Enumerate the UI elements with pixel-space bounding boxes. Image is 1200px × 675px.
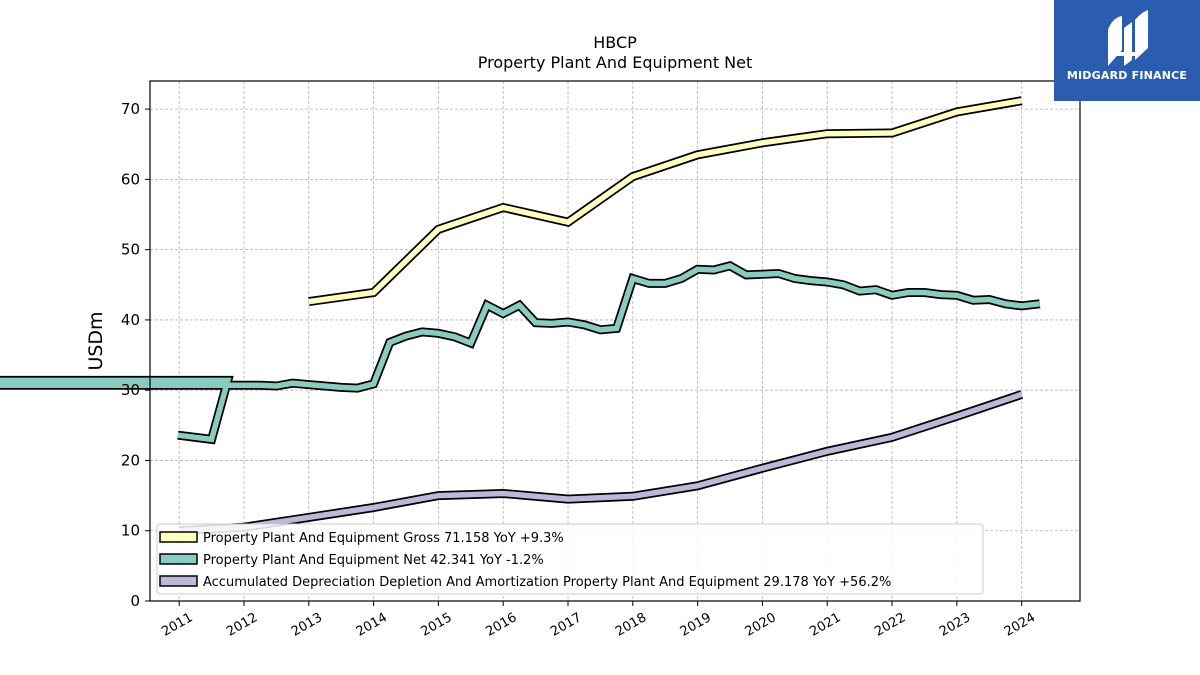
brand-name: MIDGARD FINANCE <box>1066 69 1188 82</box>
x-tick-label: 2021 <box>807 610 843 640</box>
legend-swatch <box>159 575 198 587</box>
series-line-outline <box>308 96 1023 307</box>
legend-swatch <box>159 531 198 543</box>
legend-box <box>156 523 984 595</box>
brand-logo: MIDGARD FINANCE <box>1054 0 1200 101</box>
y-axis-label: USDm <box>85 311 107 370</box>
legend-entry-label: Accumulated Depreciation Depletion And A… <box>203 575 891 590</box>
series-line <box>308 97 1023 305</box>
x-axis-ticks: 2011 2012 2013 2014 2015 2016 2017 2018 2019 2020… <box>159 601 1038 640</box>
brand-mark-icon <box>1108 10 1148 66</box>
x-tick-label: 2015 <box>419 610 455 640</box>
y-tick-label: 10 <box>121 522 140 540</box>
legend: Property Plant And Equipment Gross 71.15… <box>156 523 984 595</box>
y-tick-label: 70 <box>121 100 140 118</box>
x-tick-label: 2019 <box>678 610 714 640</box>
grid <box>150 81 1080 602</box>
series-line <box>0 262 1041 443</box>
plot-frame <box>149 80 1081 602</box>
y-tick-label: 60 <box>121 170 140 188</box>
x-tick-label: 2016 <box>483 610 519 640</box>
x-tick-label: 2012 <box>224 610 260 640</box>
series-lines <box>0 96 1041 536</box>
y-tick-label: 30 <box>121 381 140 399</box>
x-tick-label: 2024 <box>1002 610 1038 640</box>
x-tick-label: 2022 <box>872 610 908 640</box>
x-tick-label: 2018 <box>613 610 649 640</box>
x-tick-label: 2023 <box>937 610 973 640</box>
y-tick-label: 0 <box>130 592 140 610</box>
y-tick-label: 50 <box>121 241 140 259</box>
x-tick-label: 2011 <box>159 610 195 640</box>
x-tick-label: 2014 <box>354 610 390 640</box>
legend-entry-label: Property Plant And Equipment Net 42.341 … <box>203 553 544 568</box>
series-line-outline <box>178 390 1024 536</box>
legend-swatch <box>159 553 198 565</box>
chart-title: HBCP <box>593 33 637 52</box>
y-axis-ticks: 0 10 20 30 40 50 60 70 <box>121 100 150 610</box>
y-tick-label: 40 <box>121 311 140 329</box>
series-line <box>179 391 1023 534</box>
x-tick-label: 2017 <box>548 610 584 640</box>
x-tick-label: 2013 <box>289 610 325 640</box>
chart-subtitle: Property Plant And Equipment Net <box>478 53 753 72</box>
y-tick-label: 20 <box>121 451 140 469</box>
x-tick-label: 2020 <box>743 610 779 640</box>
legend-entry-label: Property Plant And Equipment Gross 71.15… <box>203 531 564 546</box>
